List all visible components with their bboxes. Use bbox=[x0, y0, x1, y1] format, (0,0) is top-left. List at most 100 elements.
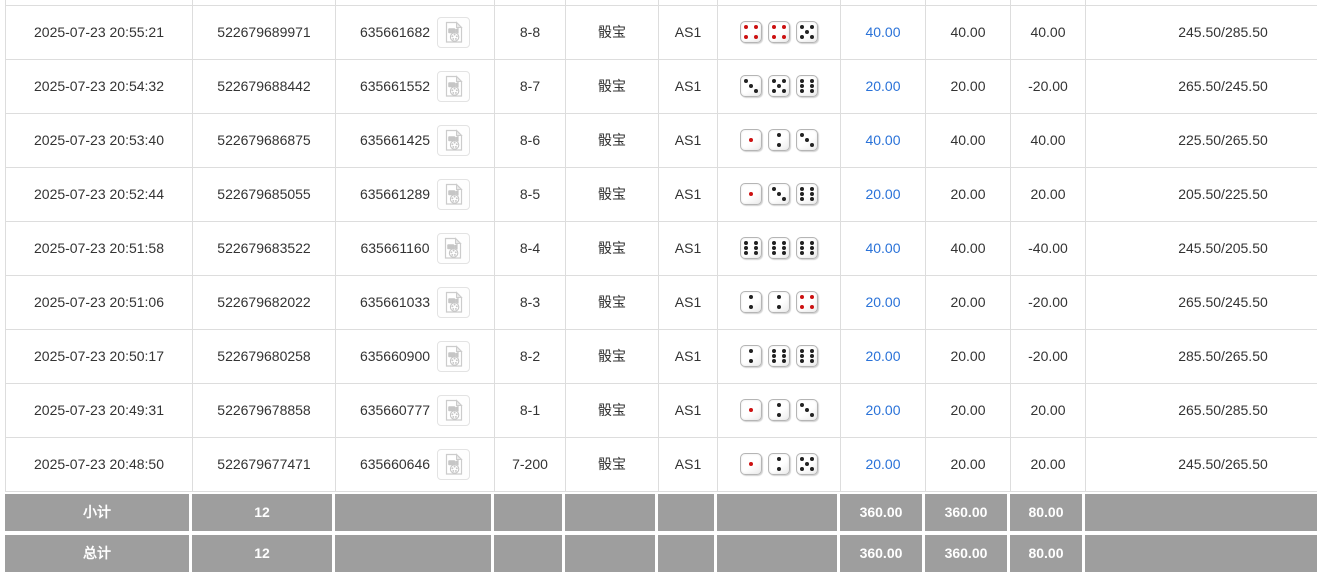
bet-amount-cell: 20.00 bbox=[840, 58, 926, 114]
bet-amount-link[interactable]: 20.00 bbox=[865, 294, 901, 310]
summary-count: 12 bbox=[192, 534, 335, 572]
bet-time: 2025-07-23 20:51:06 bbox=[5, 274, 193, 330]
bet-time: 2025-07-23 20:53:40 bbox=[5, 112, 193, 168]
order-number: 522679677471 bbox=[192, 436, 336, 492]
die-face-5 bbox=[768, 75, 790, 97]
die-face-6 bbox=[796, 237, 818, 259]
summary-count: 12 bbox=[192, 493, 335, 531]
video-replay-button[interactable] bbox=[437, 340, 471, 372]
die-face-1 bbox=[740, 129, 762, 151]
balance-before-after: 245.50/205.50 bbox=[1085, 220, 1317, 276]
dice-result-cell bbox=[717, 382, 841, 438]
game-number-cell: 635661160 bbox=[335, 220, 495, 276]
video-replay-button[interactable] bbox=[437, 178, 471, 210]
table-code: AS1 bbox=[658, 436, 718, 492]
balance-before-after: 225.50/265.50 bbox=[1085, 112, 1317, 168]
win-loss-amount: -20.00 bbox=[1010, 328, 1086, 384]
valid-bet-amount: 20.00 bbox=[925, 328, 1011, 384]
table-code: AS1 bbox=[658, 4, 718, 60]
video-file-icon bbox=[445, 290, 463, 313]
game-number: 635660777 bbox=[359, 402, 431, 418]
balance-before-after: 285.50/265.50 bbox=[1085, 328, 1317, 384]
bet-time: 2025-07-23 20:50:17 bbox=[5, 328, 193, 384]
die-face-6 bbox=[768, 345, 790, 367]
bet-amount-link[interactable]: 40.00 bbox=[865, 24, 901, 40]
grand-total-row: 总计 12 360.00 360.00 80.00 bbox=[5, 534, 1317, 572]
summary-label: 小计 bbox=[5, 493, 192, 531]
video-replay-button[interactable] bbox=[436, 232, 470, 264]
bet-amount-link[interactable]: 20.00 bbox=[865, 78, 901, 94]
balance-before-after: 265.50/245.50 bbox=[1085, 274, 1317, 330]
game-number-cell: 635661033 bbox=[335, 274, 495, 330]
bet-amount-link[interactable]: 20.00 bbox=[865, 402, 901, 418]
bet-time: 2025-07-23 20:54:32 bbox=[5, 58, 193, 114]
balance-before-after: 245.50/285.50 bbox=[1085, 4, 1317, 60]
video-replay-button[interactable] bbox=[437, 286, 471, 318]
bet-amount-link[interactable]: 20.00 bbox=[865, 348, 901, 364]
video-file-icon bbox=[445, 20, 463, 43]
bet-records-table: 2025-07-23 20:55:21 522679689971 6356616… bbox=[5, 0, 1317, 492]
win-loss-amount: 20.00 bbox=[1010, 166, 1086, 222]
summary-winloss-total: 80.00 bbox=[1010, 493, 1085, 531]
bet-amount-link[interactable]: 40.00 bbox=[865, 240, 901, 256]
game-number-cell: 635661289 bbox=[335, 166, 495, 222]
table-code: AS1 bbox=[658, 220, 718, 276]
summary-winloss-total: 80.00 bbox=[1010, 534, 1085, 572]
bet-amount-link[interactable]: 20.00 bbox=[865, 456, 901, 472]
bet-amount-cell: 40.00 bbox=[840, 220, 926, 276]
bet-amount-cell: 20.00 bbox=[840, 382, 926, 438]
video-replay-button[interactable] bbox=[437, 394, 471, 426]
dice-result bbox=[722, 453, 836, 475]
dice-result-cell bbox=[717, 328, 841, 384]
dice-result-cell bbox=[717, 58, 841, 114]
round-number: 8-4 bbox=[494, 220, 566, 276]
game-type: 骰宝 bbox=[565, 328, 659, 384]
game-type: 骰宝 bbox=[565, 58, 659, 114]
die-face-2 bbox=[768, 291, 790, 313]
game-number: 635660900 bbox=[359, 348, 431, 364]
round-number: 8-3 bbox=[494, 274, 566, 330]
game-number: 635661425 bbox=[359, 132, 431, 148]
table-code: AS1 bbox=[658, 274, 718, 330]
bet-amount-link[interactable]: 20.00 bbox=[865, 186, 901, 202]
game-number: 635661682 bbox=[359, 24, 431, 40]
bet-amount-cell: 20.00 bbox=[840, 328, 926, 384]
dice-result-cell bbox=[717, 436, 841, 492]
game-number-cell: 635660646 bbox=[335, 436, 495, 492]
video-replay-button[interactable] bbox=[437, 70, 471, 102]
die-face-6 bbox=[796, 183, 818, 205]
table-row: 2025-07-23 20:53:40 522679686875 6356614… bbox=[5, 112, 1317, 168]
dice-result bbox=[722, 345, 836, 367]
table-code: AS1 bbox=[658, 58, 718, 114]
balance-before-after: 245.50/265.50 bbox=[1085, 436, 1317, 492]
table-row: 2025-07-23 20:51:58 522679683522 6356611… bbox=[5, 220, 1317, 276]
dice-result-cell bbox=[717, 4, 841, 60]
order-number: 522679689971 bbox=[192, 4, 336, 60]
die-face-4 bbox=[768, 21, 790, 43]
video-replay-button[interactable] bbox=[437, 124, 471, 156]
table-row: 2025-07-23 20:48:50 522679677471 6356606… bbox=[5, 436, 1317, 492]
die-face-1 bbox=[740, 183, 762, 205]
valid-bet-amount: 20.00 bbox=[925, 166, 1011, 222]
table-row: 2025-07-23 20:54:32 522679688442 6356615… bbox=[5, 58, 1317, 114]
table-code: AS1 bbox=[658, 382, 718, 438]
game-number: 635660646 bbox=[359, 456, 431, 472]
win-loss-amount: 20.00 bbox=[1010, 382, 1086, 438]
die-face-4 bbox=[796, 291, 818, 313]
win-loss-amount: 20.00 bbox=[1010, 436, 1086, 492]
order-number: 522679685055 bbox=[192, 166, 336, 222]
bet-amount-link[interactable]: 40.00 bbox=[865, 132, 901, 148]
order-number: 522679686875 bbox=[192, 112, 336, 168]
summary-valid-total: 360.00 bbox=[925, 493, 1010, 531]
dice-result bbox=[722, 75, 836, 97]
order-number: 522679688442 bbox=[192, 58, 336, 114]
video-replay-button[interactable] bbox=[437, 16, 471, 48]
bet-amount-cell: 40.00 bbox=[840, 112, 926, 168]
valid-bet-amount: 40.00 bbox=[925, 4, 1011, 60]
video-replay-button[interactable] bbox=[437, 448, 471, 480]
balance-before-after: 205.50/225.50 bbox=[1085, 166, 1317, 222]
table-code: AS1 bbox=[658, 166, 718, 222]
video-file-icon bbox=[445, 452, 463, 475]
die-face-4 bbox=[740, 21, 762, 43]
